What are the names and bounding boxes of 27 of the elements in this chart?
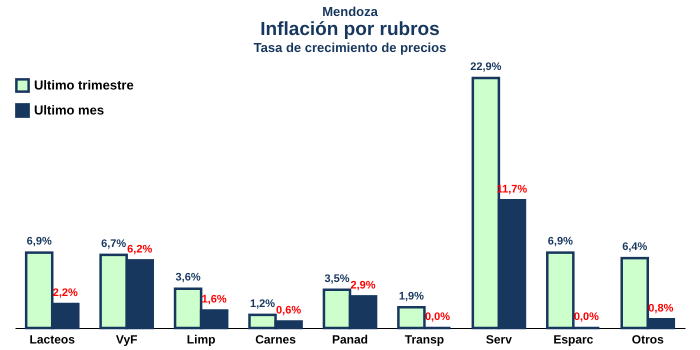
- chart-subtitle: Tasa de crecimiento de precios: [254, 40, 446, 55]
- data-label: 1,9%: [398, 290, 424, 302]
- x-tick-label: Carnes: [255, 332, 296, 346]
- text: Mendoza: [321, 3, 379, 20]
- data-label: 0,6%: [276, 304, 302, 316]
- data-label: 6,7%: [101, 238, 126, 250]
- data-label: 6,9%: [26, 236, 52, 248]
- legend-label: Ultimo trimestre: [34, 78, 134, 92]
- data-label: 22,9%: [470, 61, 502, 73]
- x-tick-label: Serv: [486, 332, 512, 346]
- data-label: 2,9%: [350, 279, 376, 292]
- x-tick-label: Limp: [186, 332, 216, 346]
- legend-label: Ultimo mes: [34, 102, 104, 118]
- x-tick-label: Transp: [404, 332, 444, 346]
- data-label: 6,4%: [622, 241, 648, 254]
- x-tick-label: Esparc: [553, 332, 594, 346]
- x-tick-label: Otros: [632, 332, 664, 346]
- x-tick-label: Lacteos: [30, 332, 76, 346]
- x-tick-label: VyF: [116, 332, 138, 346]
- x-tick-label: Panad: [332, 332, 368, 346]
- chart-title: Inflación por rubros: [260, 19, 440, 40]
- data-label: 1,2%: [250, 298, 276, 310]
- data-label: 0,0%: [424, 311, 450, 323]
- data-label: 6,9%: [548, 236, 574, 248]
- data-label: 6,2%: [127, 243, 152, 256]
- data-label: 3,5%: [324, 272, 350, 285]
- data-label: 3,6%: [176, 272, 201, 284]
